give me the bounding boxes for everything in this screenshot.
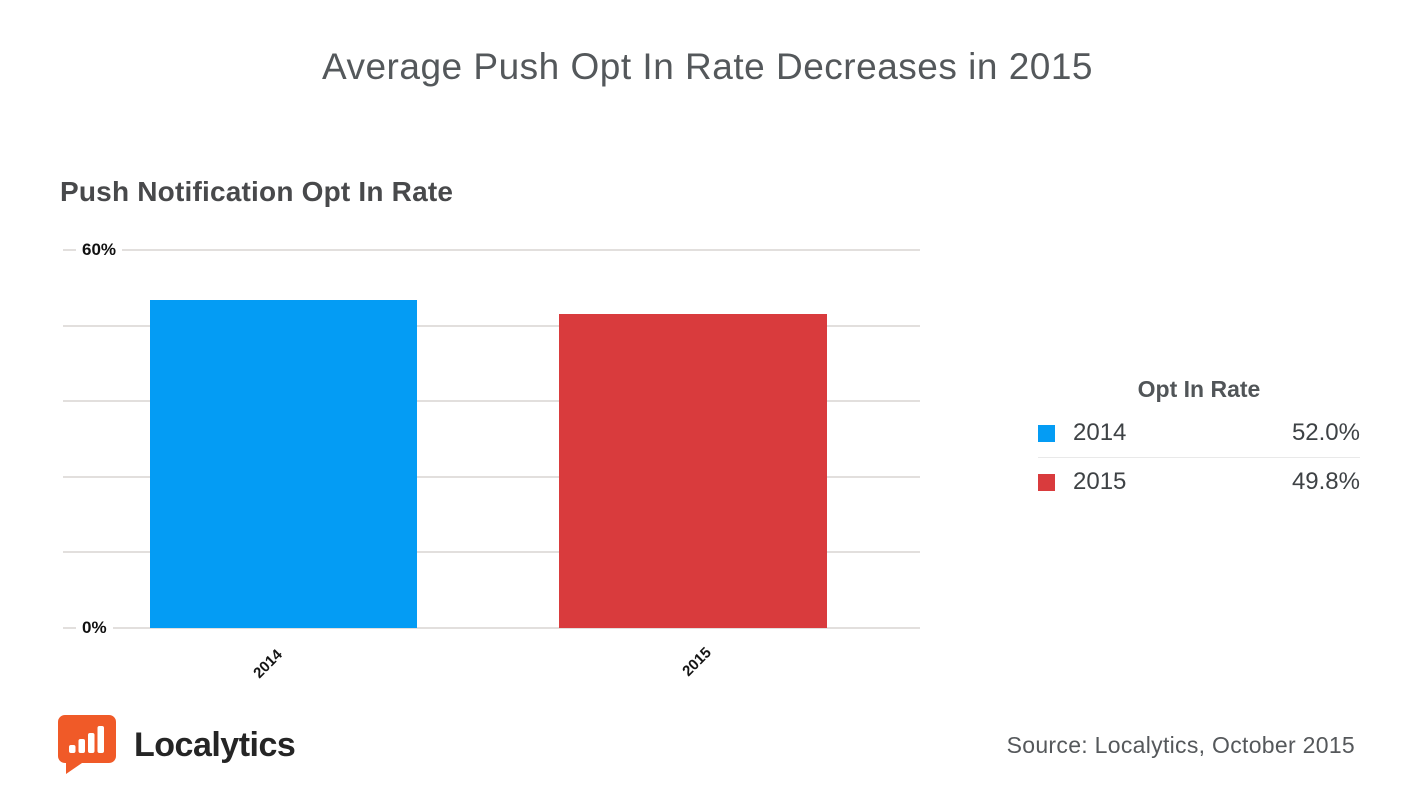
legend-swatch-2014 [1038, 424, 1055, 442]
gridline [63, 475, 920, 478]
gridline [63, 324, 920, 327]
x-axis-label-2015: 2015 [679, 644, 715, 680]
legend: Opt In Rate 2014 52.0% 2015 49.8% [1038, 376, 1360, 506]
page-title: Average Push Opt In Rate Decreases in 20… [321, 46, 1094, 87]
y-axis-tick-60: 60% [76, 238, 123, 262]
legend-divider [1038, 457, 1360, 458]
legend-row-2015: 2015 49.8% [1038, 458, 1360, 506]
legend-row-2014: 2014 52.0% [1038, 409, 1360, 457]
legend-label: 2015 [1073, 468, 1127, 495]
brand-name: Localytics [134, 725, 296, 764]
localytics-logo-icon [58, 715, 116, 774]
legend-swatch-2015 [1038, 473, 1055, 491]
y-axis-tick-0: 0% [76, 616, 113, 640]
plot-area: 60% 0% [63, 238, 920, 640]
x-axis-label-2014: 2014 [250, 646, 286, 682]
footer: Localytics Source: Localytics, October 2… [58, 712, 1355, 778]
brand-logo: Localytics [58, 715, 296, 775]
legend-title: Opt In Rate [1137, 376, 1261, 402]
source-attribution: Source: Localytics, October 2015 [1006, 731, 1355, 758]
bar-2014 [150, 300, 417, 628]
legend-value: 49.8% [1291, 468, 1360, 495]
gridline [63, 400, 920, 403]
gridline [63, 551, 920, 554]
chart-title: Push Notification Opt In Rate [60, 176, 454, 207]
bar-2015 [559, 314, 827, 628]
gridline [63, 627, 920, 629]
legend-label: 2014 [1073, 419, 1127, 446]
legend-value: 52.0% [1291, 419, 1360, 446]
gridline [63, 249, 920, 251]
